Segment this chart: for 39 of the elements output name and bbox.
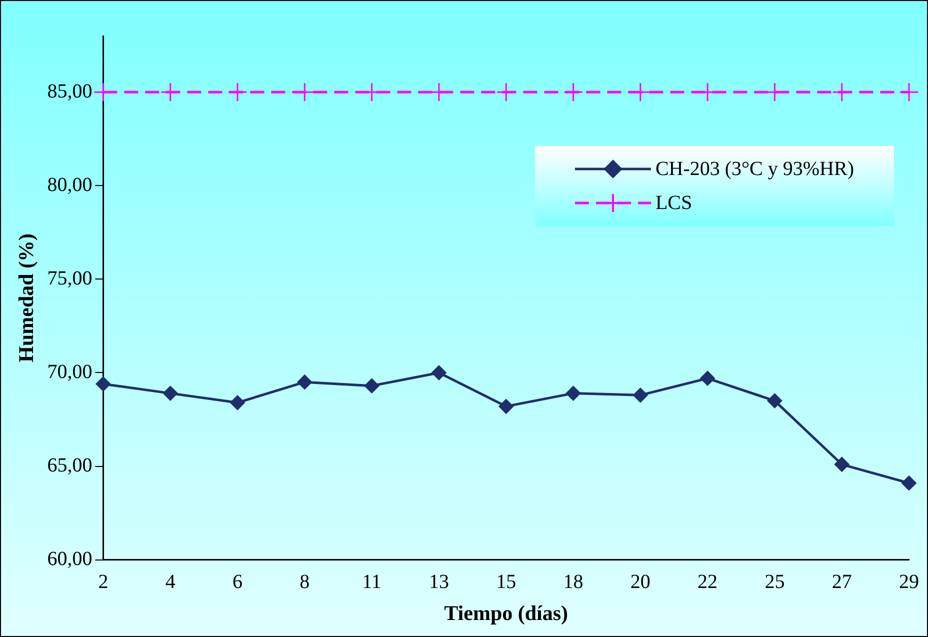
point	[431, 365, 446, 380]
point	[162, 386, 178, 401]
x-tick-label: 6	[232, 571, 242, 594]
y-tick-label: 80,00	[47, 174, 92, 196]
legend-label: LCS	[655, 192, 692, 214]
legend-label: CH-203 (3°C y 93%HR)	[655, 158, 854, 180]
point	[834, 456, 850, 472]
x-tick-label: 15	[496, 571, 516, 594]
y-tick-label: 60,00	[47, 548, 92, 570]
x-tick-label: 8	[300, 571, 310, 594]
x-tick-label: 22	[698, 571, 718, 594]
y-tick-label: 70,00	[47, 360, 92, 383]
point	[767, 393, 782, 408]
point	[632, 388, 648, 403]
x-tick-label: 27	[832, 571, 852, 594]
point	[498, 398, 514, 414]
point	[700, 370, 716, 386]
x-tick-label: 2	[98, 571, 108, 594]
point	[564, 82, 583, 102]
point	[230, 395, 245, 410]
point	[902, 476, 916, 491]
x-tick-label: 13	[428, 571, 449, 594]
y-axis-title: Humedad (%)	[14, 233, 38, 362]
point	[297, 374, 312, 390]
x-tick-label: 29	[899, 571, 919, 594]
point	[364, 378, 380, 394]
point	[899, 82, 919, 102]
x-tick-label: 4	[165, 571, 176, 594]
x-axis-title: Tiempo (días)	[444, 600, 568, 625]
y-tick-label: 85,00	[47, 80, 92, 102]
x-tick-label: 25	[764, 571, 785, 594]
point	[96, 376, 111, 392]
y-tick-label: 65,00	[47, 454, 92, 477]
point	[228, 82, 248, 102]
x-tick-label: 20	[630, 571, 650, 594]
y-tick-label: 75,00	[47, 267, 92, 290]
point	[566, 386, 581, 401]
x-tick-label: 18	[563, 571, 584, 594]
x-tick-label: 11	[362, 571, 382, 594]
